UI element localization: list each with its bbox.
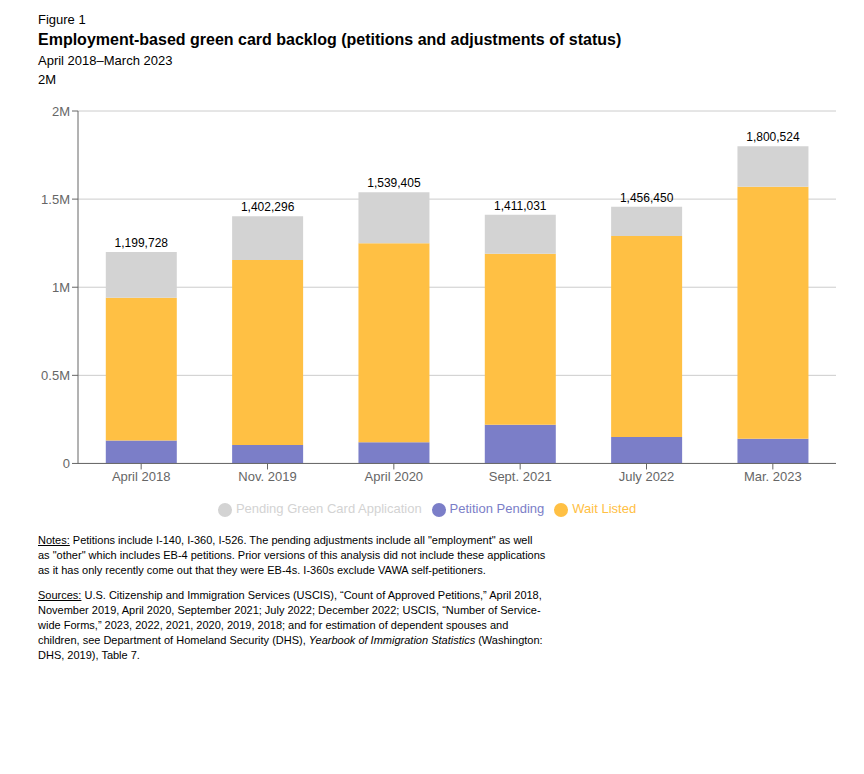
svg-text:0.5M: 0.5M (41, 368, 70, 383)
svg-text:July 2022: July 2022 (619, 469, 675, 484)
svg-text:Nov. 2019: Nov. 2019 (238, 469, 296, 484)
html-text:Figure 1: Figure 1 (38, 12, 86, 27)
svg-text:1,411,031: 1,411,031 (494, 199, 547, 213)
svg-text:April 2020: April 2020 (365, 469, 424, 484)
svg-text:1,402,296: 1,402,296 (241, 200, 295, 214)
svg-text:Mar. 2023: Mar. 2023 (744, 469, 802, 484)
svg-text:1,199,728: 1,199,728 (115, 236, 169, 250)
html-text:Petition Pending: Petition Pending (449, 501, 545, 517)
svg-text:April 2018: April 2018 (112, 469, 171, 484)
svg-text:1,456,450: 1,456,450 (620, 191, 674, 205)
svg-text:2M: 2M (52, 104, 70, 119)
html-text:Notes: Petitions include I-140: Notes: Petitions include I-140, I-360, I… (38, 534, 546, 576)
html-text:2M: 2M (38, 72, 57, 87)
html-text:Wait Listed: Wait Listed (572, 501, 637, 517)
html-text:April 2018–March 2023: April 2018–March 2023 (38, 53, 173, 68)
html-text:Pending Green Card Application: Pending Green Card Application (235, 501, 422, 517)
svg-text:0: 0 (63, 456, 70, 471)
svg-text:1,800,524: 1,800,524 (746, 130, 800, 144)
svg-text:1M: 1M (52, 280, 70, 295)
svg-text:1,539,405: 1,539,405 (367, 176, 421, 190)
svg-text:1.5M: 1.5M (41, 192, 70, 207)
svg-text:Sept. 2021: Sept. 2021 (489, 469, 552, 484)
html-text:Employment-based green card ba: Employment-based green card backlog (pet… (38, 31, 622, 48)
html-text:Sources: U.S. Citizenship and: Sources: U.S. Citizenship and Immigratio… (38, 589, 543, 661)
